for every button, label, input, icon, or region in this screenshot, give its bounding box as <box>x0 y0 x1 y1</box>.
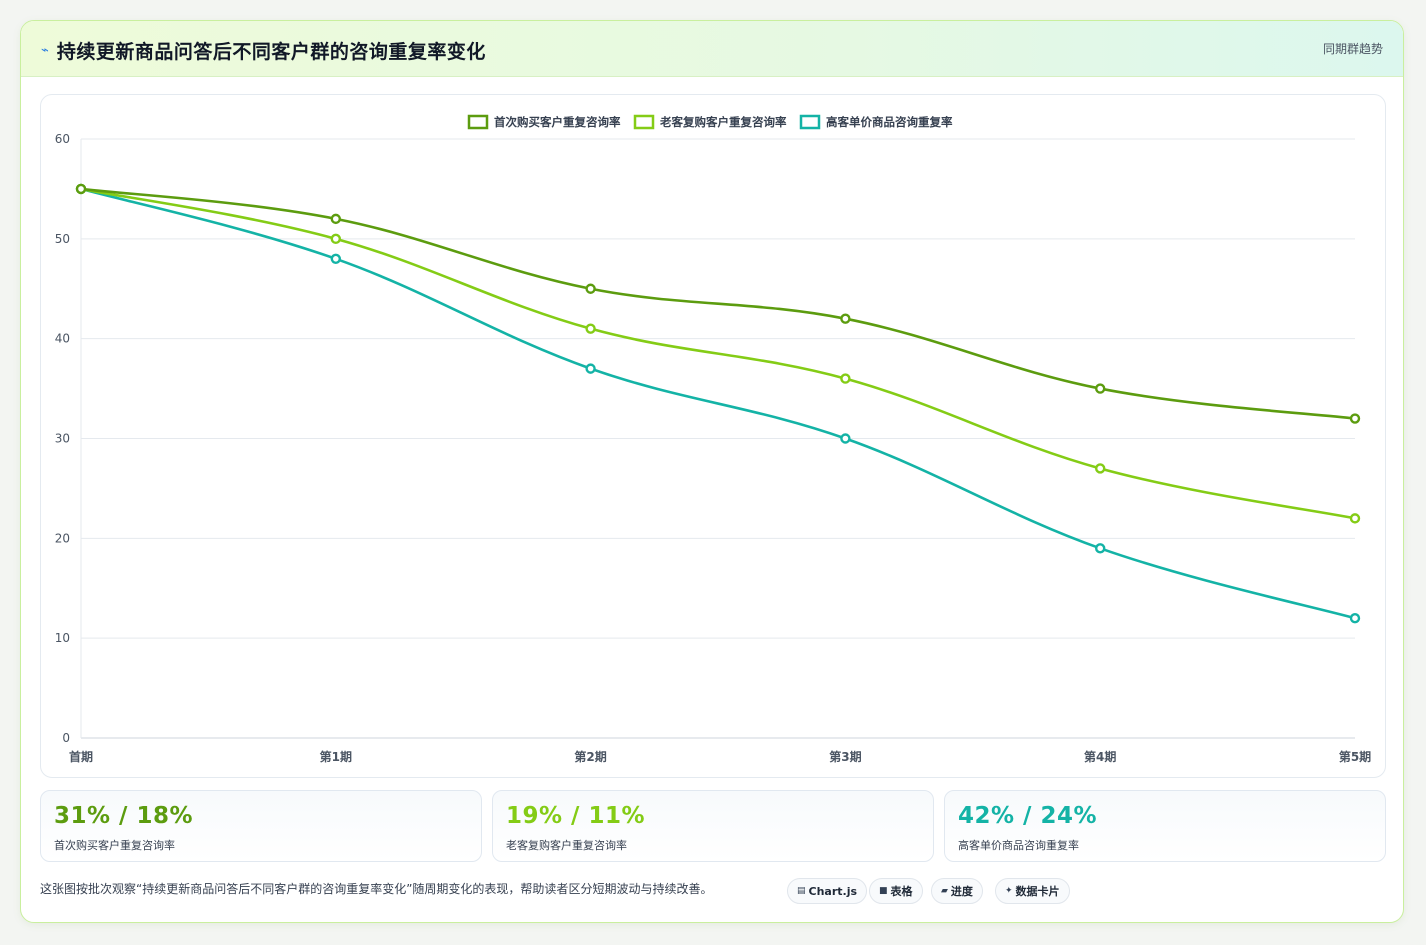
y-tick-label: 10 <box>55 631 70 645</box>
series-line <box>80 187 1356 620</box>
data-point <box>585 323 596 334</box>
stat-card-first-purchase: 31% / 18% 首次购买客户重复咨询率 <box>40 790 482 862</box>
subtitle: 同期群趋势 <box>1322 42 1383 56</box>
chip-label: 进度 <box>950 885 973 898</box>
data-point <box>75 183 87 195</box>
lightning-icon: ⌁ <box>41 43 49 58</box>
chart-card: ⌁ 持续更新商品问答后不同客户群的咨询重复率变化 同期群趋势 0 10 20 30 40… <box>20 20 1404 923</box>
y-tick-label: 60 <box>55 132 70 146</box>
data-point <box>585 283 596 294</box>
line-chart: 0 10 20 30 40 50 60 首期 第1期 第2期 第3期 第4期 第5期 首次购买客户重复咨询… <box>55 114 1371 764</box>
x-tick-label: 第5期 <box>1339 749 1371 764</box>
y-tick-label: 50 <box>55 232 70 246</box>
legend-swatch <box>633 114 655 130</box>
stat-label: 首次购买客户重复咨询率 <box>54 839 175 852</box>
stat-card-high-price: 42% / 24% 高客单价商品咨询重复率 <box>944 790 1386 862</box>
card-header: ⌁ 持续更新商品问答后不同客户群的咨询重复率变化 同期群趋势 <box>21 21 1403 77</box>
chip-data-card[interactable]: ✦ 数据卡片 <box>995 878 1070 904</box>
legend-label: 老客复购客户重复咨询率 <box>659 115 787 129</box>
data-point <box>585 363 596 374</box>
data-point <box>840 373 851 384</box>
legend-label: 首次购买客户重复咨询率 <box>494 115 621 129</box>
x-tick-label: 第4期 <box>1084 749 1116 764</box>
series-line <box>80 187 1356 520</box>
x-tick-label: 第1期 <box>320 749 352 764</box>
title-wrap: ⌁ 持续更新商品问答后不同客户群的咨询重复率变化 <box>41 37 486 64</box>
data-point <box>1094 383 1106 394</box>
y-tick-label: 20 <box>55 531 70 545</box>
chip-label: 表格 <box>890 885 913 898</box>
data-point <box>1094 543 1106 554</box>
data-point <box>330 253 341 264</box>
stat-label: 老客复购客户重复咨询率 <box>506 839 627 852</box>
stat-value: 19% / 11% <box>506 803 646 829</box>
y-tick-label: 40 <box>55 332 70 346</box>
footer-note: 这张图按批次观察“持续更新商品问答后不同客户群的咨询重复率变化”随周期变化的表现… <box>40 882 713 896</box>
chip-label: Chart.js <box>808 884 858 898</box>
table-icon: ■ <box>879 886 888 896</box>
data-point <box>1349 613 1361 624</box>
stat-value: 42% / 24% <box>958 803 1098 829</box>
chip-progress[interactable]: ▰ 进度 <box>931 878 983 904</box>
data-point <box>330 233 341 245</box>
x-tick-label: 第3期 <box>829 749 861 764</box>
data-point <box>330 213 341 225</box>
legend-swatch <box>467 114 489 130</box>
chip-chartjs[interactable]: ▤ Chart.js <box>787 878 868 904</box>
progress-icon: ▰ <box>941 886 948 896</box>
stat-label: 高客单价商品咨询重复率 <box>958 839 1079 852</box>
legend-swatch <box>799 114 821 130</box>
sparkle-icon: ✦ <box>1005 886 1013 896</box>
y-tick-label: 0 <box>62 731 70 745</box>
x-tick-label: 首期 <box>69 749 93 764</box>
stat-card-repeat-customer: 19% / 11% 老客复购客户重复咨询率 <box>492 790 934 862</box>
x-tick-label: 第2期 <box>574 749 606 764</box>
chart-container: 0 10 20 30 40 50 60 首期 第1期 第2期 第3期 第4期 第5期 首次购买客户重复咨询… <box>40 94 1386 778</box>
chart-icon: ▤ <box>797 886 806 896</box>
y-tick-label: 30 <box>55 432 70 446</box>
data-point <box>1349 413 1361 424</box>
data-point <box>1349 513 1361 524</box>
legend-label: 高客单价商品咨询重复率 <box>826 115 953 129</box>
data-point <box>1094 463 1106 474</box>
stat-value: 31% / 18% <box>54 803 194 829</box>
page-title: 持续更新商品问答后不同客户群的咨询重复率变化 <box>56 41 486 63</box>
data-point <box>840 313 851 324</box>
chip-label: 数据卡片 <box>1015 885 1060 898</box>
data-point <box>840 433 851 444</box>
stat-cards: 31% / 18% 首次购买客户重复咨询率 19% / 11% 老客复购客户重复… <box>40 790 1386 862</box>
series-line <box>80 187 1356 420</box>
chip-table[interactable]: ■ 表格 <box>869 878 923 904</box>
